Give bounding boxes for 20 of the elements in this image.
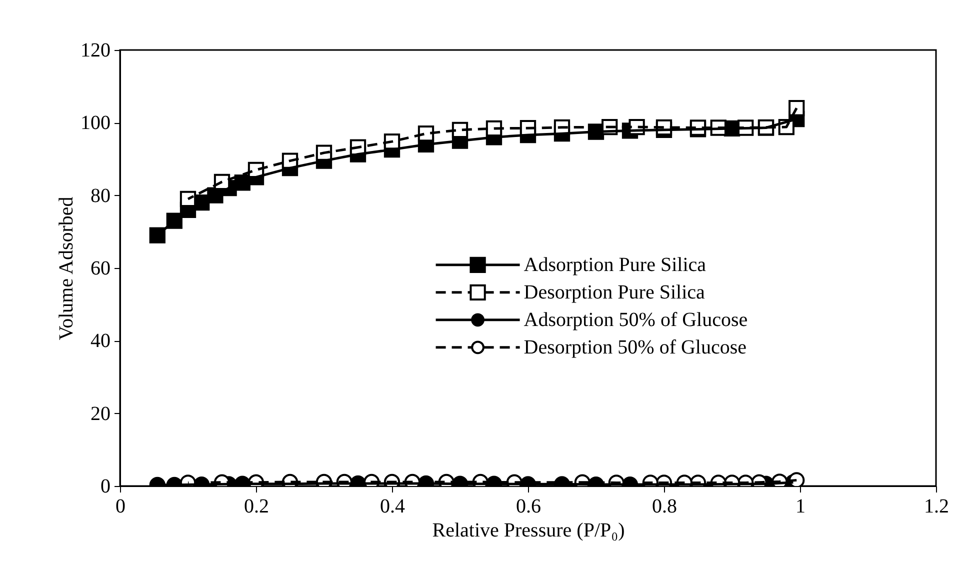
y-tick-label: 40 (90, 330, 110, 352)
y-tick-label: 0 (100, 476, 110, 498)
y-tick-label: 60 (90, 258, 110, 280)
y-tick-label: 80 (90, 184, 110, 207)
x-tick-label: 0 (116, 496, 126, 518)
legend-label: Adsorption Pure Silica (524, 254, 706, 276)
y-tick-label: 100 (80, 112, 110, 134)
x-tick-label: 1 (796, 496, 806, 518)
legend-label: Desorption 50% of Glucose (524, 336, 747, 358)
legend-label: Adsorption 50% of Glucose (524, 308, 748, 331)
x-axis-title: Relative Pressure (P/P₀) (432, 520, 625, 542)
y-axis-title: Volume Adsorbed (56, 196, 78, 340)
x-tick-label: 0.6 (516, 496, 541, 518)
x-tick-label: 0.4 (380, 496, 405, 518)
y-tick-label: 120 (80, 40, 110, 62)
x-tick-label: 1.2 (924, 496, 949, 518)
x-tick-label: 0.2 (244, 496, 269, 518)
legend-label: Desorption Pure Silica (524, 281, 705, 304)
y-tick-label: 20 (90, 402, 110, 425)
x-tick-label: 0.8 (652, 496, 677, 518)
